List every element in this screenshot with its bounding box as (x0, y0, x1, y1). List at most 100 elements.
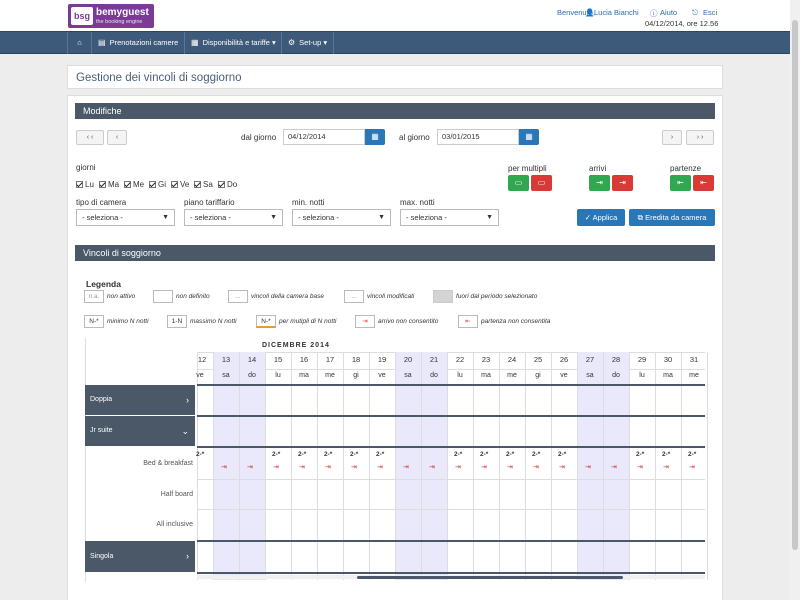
min-nights-mark[interactable]: 2-* (324, 451, 333, 458)
to-calendar-button[interactable]: ▦ (519, 129, 539, 145)
day-column-13 (213, 352, 239, 580)
logout-icon: ⇤ (465, 318, 471, 325)
day-checkbox-ve[interactable]: Ve (171, 180, 189, 189)
vertical-scroll-thumb[interactable] (792, 20, 798, 550)
rate-plan-select[interactable]: - seleziona - ▼ (184, 209, 283, 226)
day-name: ve (196, 372, 204, 379)
day-name: lu (639, 372, 645, 379)
day-label: Sa (203, 180, 213, 189)
partenze-label: partenze (670, 164, 702, 173)
room-type-select[interactable]: - seleziona - ▼ (76, 209, 175, 226)
min-nights-mark[interactable]: 2-* (662, 451, 671, 458)
legend-dep-text: partenza non consentita (481, 318, 551, 325)
min-nights-mark[interactable]: 2-* (350, 451, 359, 458)
max-nights-select[interactable]: - seleziona - ▼ (400, 209, 499, 226)
nav-prenotazioni[interactable]: ▤ Prenotazioni camere (91, 32, 184, 54)
arrivi-disable-button[interactable]: ⇥ (612, 175, 633, 191)
multipli-enable-button[interactable]: ▭ (508, 175, 529, 191)
min-nights-mark[interactable]: 2-* (298, 451, 307, 458)
exit-icon: ⎋ (692, 8, 698, 17)
arrival-blocked-icon[interactable]: ⇥ (637, 464, 643, 471)
user-name-link[interactable]: Lucia Bianchi (594, 8, 639, 17)
chevron-right-icon: › (186, 395, 189, 405)
nav-disponibilita[interactable]: ▦ Disponibilità e tariffe ▾ (184, 32, 282, 54)
app-header: bsg bemyguest the booking engine Benvenu… (0, 0, 800, 31)
arrival-blocked-icon[interactable]: ⇥ (299, 464, 305, 471)
day-checkbox-gi[interactable]: Gi (149, 180, 166, 189)
day-checkbox-ma[interactable]: Ma (99, 180, 119, 189)
multipli-disable-button[interactable]: ▭ (531, 175, 552, 191)
exit-link[interactable]: Esci (703, 8, 718, 17)
min-nights-mark[interactable]: 2-* (196, 451, 205, 458)
arrival-blocked-icon[interactable]: ⇥ (455, 464, 461, 471)
day-number: 12 (197, 355, 207, 364)
horizontal-scroll-thumb[interactable] (357, 576, 623, 579)
min-nights-mark[interactable]: 2-* (558, 451, 567, 458)
from-calendar-button[interactable]: ▦ (365, 129, 385, 145)
nav-home[interactable]: ⌂ (67, 32, 91, 54)
to-date-input[interactable]: 03/01/2015 (437, 129, 519, 145)
checkbox-check-icon (76, 181, 83, 188)
room-row-jr-suite[interactable]: Jr suite ⌄ (85, 416, 195, 446)
day-name: lu (457, 372, 463, 379)
arrival-blocked-icon[interactable]: ⇥ (481, 464, 487, 471)
nav-setup[interactable]: ⚙ Set-up ▾ (281, 32, 335, 54)
day-checkbox-do[interactable]: Do (218, 180, 237, 189)
min-nights-mark[interactable]: 2-* (506, 451, 515, 458)
min-nights-mark[interactable]: 2-* (636, 451, 645, 458)
next-week-button[interactable]: › (662, 130, 682, 145)
room-label: Singola (90, 553, 114, 560)
min-nights-mark[interactable]: 2-* (376, 451, 385, 458)
room-row-doppia[interactable]: Doppia › (85, 385, 195, 415)
min-nights-mark[interactable]: 2-* (688, 451, 697, 458)
day-name: ma (663, 372, 673, 379)
arrival-blocked-icon[interactable]: ⇥ (325, 464, 331, 471)
min-nights-mark[interactable]: 2-* (480, 451, 489, 458)
day-number: 21 (429, 355, 439, 364)
calendar-icon: ▦ (525, 132, 533, 141)
arrival-blocked-icon[interactable]: ⇥ (403, 464, 409, 471)
min-nights-mark[interactable]: 2-* (532, 451, 541, 458)
apply-button[interactable]: ✓ Applica (577, 209, 625, 226)
day-checkbox-sa[interactable]: Sa (194, 180, 213, 189)
arrival-blocked-icon[interactable]: ⇥ (221, 464, 227, 471)
arrival-blocked-icon[interactable]: ⇥ (559, 464, 565, 471)
bemyguest-logo[interactable]: bsg bemyguest the booking engine (68, 4, 154, 28)
day-number: 18 (351, 355, 361, 364)
day-checkbox-lu[interactable]: Lu (76, 180, 94, 189)
day-checkbox-me[interactable]: Me (124, 180, 144, 189)
inherit-button[interactable]: ⧉ Eredita da camera (629, 209, 715, 226)
min-nights-select[interactable]: - seleziona - ▼ (292, 209, 391, 226)
arrival-blocked-icon[interactable]: ⇥ (585, 464, 591, 471)
arrival-blocked-icon[interactable]: ⇥ (533, 464, 539, 471)
prev-month-button[interactable]: ‹ ‹ (76, 130, 104, 145)
arrival-blocked-icon[interactable]: ⇥ (351, 464, 357, 471)
min-nights-mark[interactable]: 2-* (272, 451, 281, 458)
room-row-singola[interactable]: Singola › (85, 541, 195, 572)
login-icon: ⇥ (362, 318, 368, 325)
arrival-blocked-icon[interactable]: ⇥ (689, 464, 695, 471)
arrival-blocked-icon[interactable]: ⇥ (507, 464, 513, 471)
book-icon: ▤ (98, 38, 106, 47)
arrival-blocked-icon[interactable]: ⇥ (429, 464, 435, 471)
arrival-blocked-icon[interactable]: ⇥ (247, 464, 253, 471)
rate-label-bb: Bed & breakfast (143, 460, 193, 467)
arrival-blocked-icon[interactable]: ⇥ (273, 464, 279, 471)
from-date-input[interactable]: 04/12/2014 (283, 129, 365, 145)
help-link[interactable]: Aiuto (660, 8, 678, 17)
grid-line (197, 369, 705, 370)
arrival-blocked-icon[interactable]: ⇥ (663, 464, 669, 471)
arrivi-enable-button[interactable]: ⇥ (589, 175, 610, 191)
prev-week-button[interactable]: ‹ (107, 130, 127, 145)
next-month-button[interactable]: › › (686, 130, 714, 145)
min-nights-mark[interactable]: 2-* (454, 451, 463, 458)
day-number: 30 (663, 355, 673, 364)
caret-down-icon: ▼ (486, 214, 493, 221)
current-datetime: 04/12/2014, ore 12.56 (645, 19, 719, 28)
partenze-disable-button[interactable]: ⇤ (693, 175, 714, 191)
day-number: 29 (637, 355, 647, 364)
arrival-blocked-icon[interactable]: ⇥ (377, 464, 383, 471)
day-column-27 (577, 352, 603, 580)
partenze-enable-button[interactable]: ⇤ (670, 175, 691, 191)
arrival-blocked-icon[interactable]: ⇥ (611, 464, 617, 471)
